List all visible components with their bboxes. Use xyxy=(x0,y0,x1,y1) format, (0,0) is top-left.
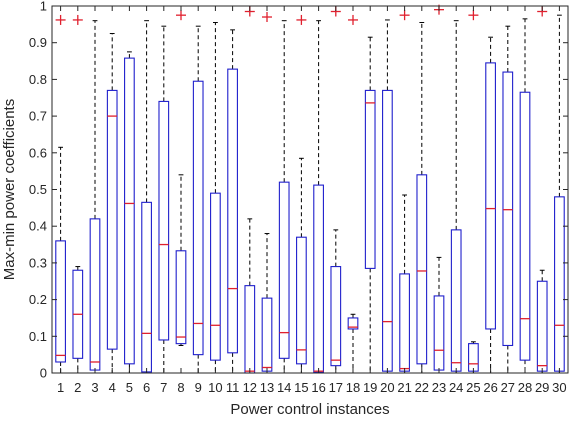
y-axis: 0 0.1 0.2 0.3 0.4 0.5 0.6 0.7 0.8 0.9 1 xyxy=(29,0,568,381)
x-tick-label: 4 xyxy=(109,380,116,395)
x-tick-label: 7 xyxy=(160,380,167,395)
x-tick-label: 6 xyxy=(143,380,150,395)
x-tick-label: 25 xyxy=(466,380,480,395)
y-tick-label: 0.9 xyxy=(29,35,47,50)
x-tick-label: 23 xyxy=(432,380,446,395)
x-tick-label: 20 xyxy=(380,380,394,395)
x-tick-label: 15 xyxy=(294,380,308,395)
box-18 xyxy=(347,14,359,374)
x-tick-label: 14 xyxy=(277,380,291,395)
x-tick-label: 17 xyxy=(329,380,343,395)
y-tick-label: 0.8 xyxy=(29,72,47,87)
x-tick-label: 8 xyxy=(177,380,184,395)
x-axis-label: Power control instances xyxy=(230,401,389,418)
box-iqr xyxy=(55,240,66,363)
x-tick-label: 18 xyxy=(346,380,360,395)
box-iqr xyxy=(106,89,118,350)
y-tick-label: 0.5 xyxy=(29,182,47,197)
box-14 xyxy=(278,20,290,374)
x-tick-label: 24 xyxy=(449,380,463,395)
y-tick-label: 0.3 xyxy=(29,255,47,270)
box-iqr xyxy=(158,100,170,341)
x-tick-label: 13 xyxy=(260,380,274,395)
x-tick-label: 9 xyxy=(195,380,202,395)
box-iqr xyxy=(175,250,187,345)
x-tick-label: 10 xyxy=(208,380,222,395)
x-tick-label: 19 xyxy=(363,380,377,395)
x-axis: 1 2 3 4 5 6 7 8 9 10 11 12 13 14 15 16 17 18 19 20 21 22 23 24 2… xyxy=(57,6,567,395)
x-tick-label: 21 xyxy=(397,380,411,395)
x-tick-label: 2 xyxy=(74,380,81,395)
box-iqr xyxy=(296,236,307,365)
box-iqr xyxy=(519,91,531,361)
box-iqr xyxy=(347,317,359,330)
x-tick-label: 22 xyxy=(415,380,429,395)
box-iqr xyxy=(416,174,428,365)
outlier-marker xyxy=(348,14,358,25)
box-iqr xyxy=(330,266,342,367)
box-iqr xyxy=(124,57,135,365)
box-iqr xyxy=(210,192,221,361)
y-tick-label: 0.7 xyxy=(29,109,47,124)
y-tick-label: 0.6 xyxy=(29,145,47,160)
y-tick-label: 0.2 xyxy=(29,292,47,307)
outlier-marker xyxy=(72,14,83,25)
x-tick-label: 28 xyxy=(518,380,532,395)
box-iqr xyxy=(485,62,496,330)
x-tick-label: 26 xyxy=(483,380,497,395)
box-iqr xyxy=(192,80,204,356)
y-tick-label: 0 xyxy=(40,366,47,381)
x-tick-label: 1 xyxy=(57,380,64,395)
outlier-marker xyxy=(399,10,410,21)
box-iqr xyxy=(278,181,290,359)
x-tick-label: 12 xyxy=(243,380,257,395)
y-tick-label: 0.4 xyxy=(29,219,47,234)
outlier-marker xyxy=(468,10,479,21)
box-10 xyxy=(210,22,221,374)
box-iqr xyxy=(502,71,514,347)
outlier-marker xyxy=(55,14,66,25)
x-tick-label: 5 xyxy=(126,380,133,395)
box-4 xyxy=(106,33,118,374)
x-tick-label: 29 xyxy=(535,380,549,395)
x-tick-label: 11 xyxy=(226,380,240,395)
box-7 xyxy=(158,25,170,374)
x-tick-label: 27 xyxy=(501,380,515,395)
box-1 xyxy=(55,14,66,374)
x-tick-label: 16 xyxy=(311,380,325,395)
x-tick-label: 3 xyxy=(91,380,98,395)
box-iqr xyxy=(227,68,238,354)
y-axis-label: Max-min power coefficients xyxy=(1,99,18,280)
outlier-marker xyxy=(176,10,186,21)
outlier-marker xyxy=(262,12,272,23)
outlier-marker xyxy=(296,14,307,25)
x-tick-label: 30 xyxy=(552,380,566,395)
box-iqr xyxy=(364,89,376,269)
box-8 xyxy=(175,10,187,346)
y-tick-label: 1 xyxy=(40,0,47,14)
y-tick-label: 0.1 xyxy=(29,329,47,344)
